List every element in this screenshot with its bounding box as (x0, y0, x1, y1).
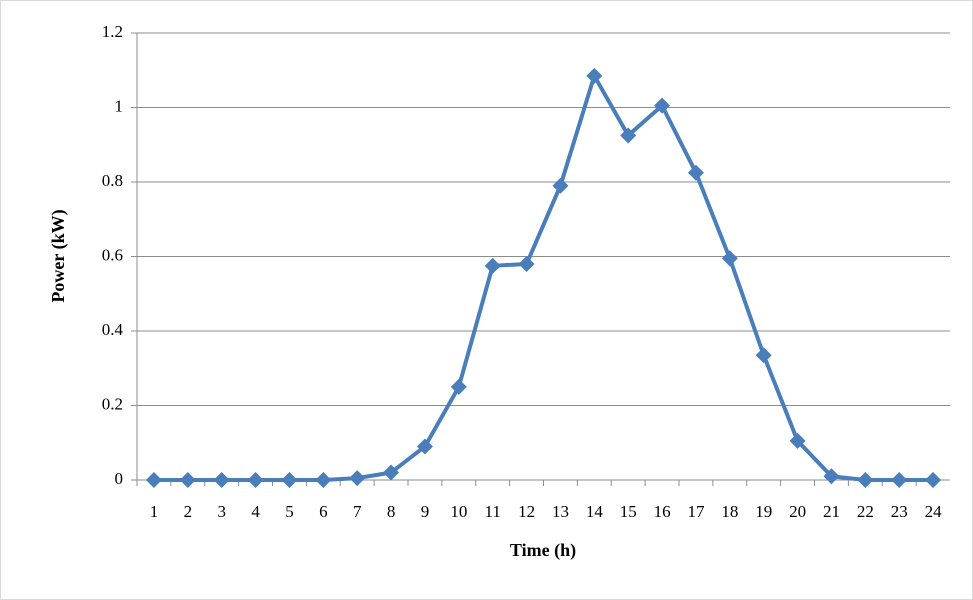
marker (179, 472, 196, 488)
marker (755, 347, 772, 364)
marker (484, 257, 501, 274)
x-tick-label: 1 (150, 502, 159, 521)
marker (281, 472, 298, 488)
marker (383, 464, 400, 481)
marker (450, 378, 467, 395)
x-tick-label: 17 (687, 502, 705, 521)
x-tick-label: 4 (251, 502, 260, 521)
marker (518, 255, 535, 272)
marker (823, 468, 840, 485)
x-tick-label: 3 (217, 502, 226, 521)
x-axis-title: Time (h) (510, 540, 576, 561)
x-tick-label: 8 (387, 502, 396, 521)
y-tick-label: 1.2 (102, 22, 123, 41)
x-tick-label: 19 (755, 502, 772, 521)
x-tick-label: 22 (857, 502, 874, 521)
x-tick-label: 20 (789, 502, 806, 521)
marker (213, 472, 230, 488)
x-tick-label: 7 (353, 502, 362, 521)
marker (721, 250, 738, 267)
marker (687, 164, 704, 181)
y-tick-label: 0.6 (102, 245, 123, 264)
marker (247, 472, 264, 488)
x-tick-label: 6 (319, 502, 328, 521)
marker (315, 472, 332, 488)
marker (857, 472, 874, 488)
x-tick-label: 16 (654, 502, 671, 521)
x-tick-label: 2 (184, 502, 193, 521)
x-tick-label: 21 (823, 502, 840, 521)
marker (891, 472, 908, 488)
x-tick-label: 10 (450, 502, 467, 521)
x-tick-label: 15 (620, 502, 637, 521)
marker (416, 438, 433, 455)
x-tick-label: 23 (891, 502, 908, 521)
x-tick-label: 13 (552, 502, 569, 521)
y-tick-label: 0.4 (102, 320, 124, 339)
marker (349, 470, 366, 487)
y-tick-label: 0 (115, 469, 124, 488)
x-tick-label: 14 (586, 502, 604, 521)
marker (145, 472, 162, 488)
x-tick-label: 5 (285, 502, 294, 521)
x-tick-label: 24 (925, 502, 943, 521)
y-tick-label: 1 (115, 96, 124, 115)
x-tick-label: 18 (721, 502, 738, 521)
y-axis-title: Power (kW) (48, 209, 69, 302)
x-tick-label: 11 (485, 502, 501, 521)
y-tick-label: 0.8 (102, 171, 123, 190)
y-tick-label: 0.2 (102, 394, 123, 413)
marker (654, 97, 671, 114)
x-tick-label: 12 (518, 502, 535, 521)
marker (552, 177, 569, 194)
x-tick-label: 9 (421, 502, 430, 521)
marker (620, 127, 637, 144)
marker (789, 432, 806, 449)
marker (925, 472, 942, 488)
marker (586, 67, 603, 84)
